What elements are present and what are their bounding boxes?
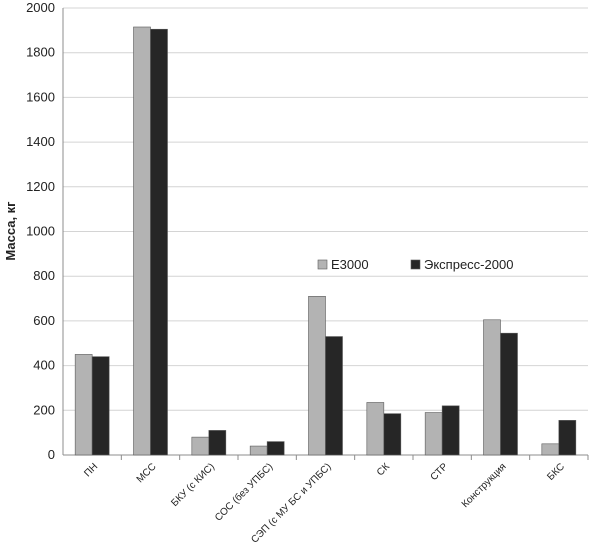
legend-swatch bbox=[410, 259, 421, 270]
x-tick-label: СОС (без УПБС) bbox=[212, 461, 275, 524]
y-tick-label: 600 bbox=[33, 313, 55, 328]
x-tick-label: МСС bbox=[135, 461, 159, 485]
legend-label: Экспресс-2000 bbox=[424, 257, 513, 272]
y-tick-label: 1000 bbox=[26, 224, 55, 239]
x-tick-label: Конструкция bbox=[460, 461, 509, 510]
bar-e3000 bbox=[541, 443, 560, 456]
bar-express2000 bbox=[500, 332, 518, 456]
y-tick-label: 2000 bbox=[26, 0, 55, 15]
bar-e3000 bbox=[308, 296, 326, 456]
legend-swatch bbox=[317, 259, 328, 270]
bar-e3000 bbox=[191, 436, 210, 456]
y-tick-label: 400 bbox=[33, 358, 55, 373]
bar-express2000 bbox=[441, 405, 460, 456]
y-tick-label: 1800 bbox=[26, 45, 55, 60]
bar-express2000 bbox=[558, 420, 577, 456]
bar-e3000 bbox=[483, 319, 501, 456]
legend-label: E3000 bbox=[331, 257, 369, 272]
y-axis-label: Масса, кг bbox=[3, 201, 18, 261]
x-tick-label: ПН bbox=[82, 461, 100, 479]
y-tick-label: 0 bbox=[48, 447, 55, 462]
x-tick-label: СТР bbox=[429, 461, 451, 483]
y-tick-label: 1200 bbox=[26, 179, 55, 194]
bar-express2000 bbox=[266, 441, 285, 456]
bar-e3000 bbox=[424, 412, 443, 456]
bar-e3000 bbox=[249, 445, 268, 456]
x-tick-label: БКУ (с КИС) bbox=[169, 461, 217, 509]
x-tick-label: СК bbox=[375, 461, 392, 478]
bar-express2000 bbox=[208, 430, 227, 456]
y-tick-label: 200 bbox=[33, 402, 55, 417]
x-tick-label: БКС bbox=[545, 461, 567, 483]
bar-e3000 bbox=[74, 354, 93, 456]
bar-express2000 bbox=[91, 356, 110, 456]
y-tick-label: 1600 bbox=[26, 89, 55, 104]
bar-express2000 bbox=[383, 413, 402, 456]
bar-express2000 bbox=[325, 336, 343, 456]
y-tick-label: 1400 bbox=[26, 134, 55, 149]
bar-e3000 bbox=[366, 402, 385, 456]
y-tick-label: 800 bbox=[33, 268, 55, 283]
bar-express2000 bbox=[150, 28, 168, 456]
bar-e3000 bbox=[133, 26, 151, 456]
